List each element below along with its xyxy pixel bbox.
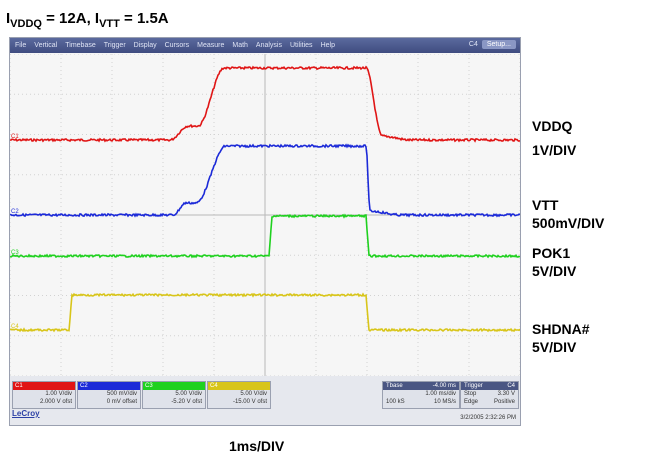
menu-display[interactable]: Display xyxy=(133,42,157,49)
setup-button[interactable]: Setup... xyxy=(481,40,516,49)
menu-bar: File Vertical Timebase Trigger Display C… xyxy=(10,38,520,53)
timebase-value: -4.00 ms xyxy=(432,383,456,389)
timebase-scale: 1.00 ms/div xyxy=(425,391,456,397)
channel-box-c4[interactable]: C4 5.00 V/div -15.00 V ofst xyxy=(207,381,271,409)
channel-tag: C3 xyxy=(143,382,205,390)
channel-box-c2[interactable]: C2 500 mV/div 0 mV offset xyxy=(77,381,141,409)
trigger-row: Edge Positive xyxy=(461,398,518,406)
channel-box-c1[interactable]: C1 1.00 V/div 2.000 V ofst xyxy=(12,381,76,409)
timebase-samples: 100 kS xyxy=(386,399,405,405)
channel-scale: 1.00 V/div xyxy=(45,391,72,397)
heading-text-3: = 1.5A xyxy=(119,10,169,27)
channel-tag: C2 xyxy=(78,382,140,390)
vddq-name: VDDQ xyxy=(532,118,573,134)
shdna-scale: 5V/DIV xyxy=(532,339,577,355)
trigger-type: Edge xyxy=(464,399,479,405)
channel-tag: C4 xyxy=(208,382,270,390)
pok1-label: POK1 5V/DIV xyxy=(532,244,576,280)
trace-marker-c2: C2 xyxy=(11,209,19,215)
timebase-row: 100 kS 10 MS/s xyxy=(383,398,459,406)
trigger-mode: Stop xyxy=(464,391,477,397)
heading-sub-vddq: VDDQ xyxy=(10,18,42,30)
vtt-name: VTT xyxy=(532,197,559,213)
shdna-name: SHDNA# xyxy=(532,321,590,337)
vtt-label: VTT 500mV/DIV xyxy=(532,196,604,232)
pok1-name: POK1 xyxy=(532,245,571,261)
menu-help[interactable]: Help xyxy=(320,42,335,49)
menu-trigger[interactable]: Trigger xyxy=(103,42,126,49)
vddq-label: VDDQ 1V/DIV xyxy=(532,117,576,159)
time-scale-label: 1ms/DIV xyxy=(229,438,285,454)
menu-math[interactable]: Math xyxy=(232,42,248,49)
menu-measure[interactable]: Measure xyxy=(197,42,225,49)
menu-analysis[interactable]: Analysis xyxy=(255,42,282,49)
vddq-scale: 1V/DIV xyxy=(532,142,577,158)
trigger-label: Trigger xyxy=(464,383,483,389)
trace-marker-c4: C4 xyxy=(11,324,19,330)
trigger-channel: C4 xyxy=(507,383,515,389)
channel-offset: -15.00 V ofst xyxy=(232,399,267,405)
trigger-level: 3.30 V xyxy=(497,391,515,397)
trigger-row: Stop 3.30 V xyxy=(461,390,518,398)
channel-indicator: C4 xyxy=(468,41,478,48)
menu-timebase[interactable]: Timebase xyxy=(65,42,96,49)
shdna-label: SHDNA# 5V/DIV xyxy=(532,320,590,356)
vddq-trace xyxy=(10,65,520,143)
figure-heading: IVDDQ = 12A, IVTT = 1.5A xyxy=(6,10,169,30)
oscilloscope-window: File Vertical Timebase Trigger Display C… xyxy=(9,37,521,426)
timestamp: 3/2/2005 2:32:26 PM xyxy=(460,415,516,421)
channel-tag: C1 xyxy=(13,382,75,390)
trigger-header: Trigger C4 xyxy=(461,382,518,390)
heading-text-2: = 12A, I xyxy=(41,10,100,27)
menu-utilities[interactable]: Utilities xyxy=(290,42,313,49)
timebase-header: Tbase -4.00 ms xyxy=(383,382,459,390)
channel-offset: 2.000 V ofst xyxy=(39,399,72,405)
lecroy-logo[interactable]: LeCroy xyxy=(12,409,40,418)
pok1-trace xyxy=(10,213,520,259)
heading-sub-vtt: VTT xyxy=(99,18,120,30)
channel-scale: 5.00 V/div xyxy=(175,391,202,397)
channel-box-c3[interactable]: C3 5.00 V/div -5.20 V ofst xyxy=(142,381,206,409)
channel-offset: 0 mV offset xyxy=(106,399,137,405)
channel-scale: 5.00 V/div xyxy=(240,391,267,397)
vtt-scale: 500mV/DIV xyxy=(532,215,605,231)
channel-scale: 500 mV/div xyxy=(106,391,137,397)
vtt-trace xyxy=(10,143,520,218)
timebase-box[interactable]: Tbase -4.00 ms 1.00 ms/div 100 kS 10 MS/… xyxy=(382,381,460,409)
menu-cursors[interactable]: Cursors xyxy=(164,42,190,49)
heading-text: I xyxy=(6,10,11,27)
timebase-rate: 10 MS/s xyxy=(433,399,456,405)
menu-vertical[interactable]: Vertical xyxy=(34,42,58,49)
waveform-display: C1 C2 C3 C4 xyxy=(10,54,520,376)
pok1-scale: 5V/DIV xyxy=(532,263,577,279)
timebase-label: Tbase xyxy=(386,383,403,389)
shdna-trace xyxy=(10,292,520,333)
trigger-slope: Positive xyxy=(493,399,515,405)
trace-marker-c1: C1 xyxy=(11,134,19,140)
trace-marker-c3: C3 xyxy=(11,250,19,256)
trigger-box[interactable]: Trigger C4 Stop 3.30 V Edge Positive xyxy=(460,381,519,409)
channel-offset: -5.20 V ofst xyxy=(171,399,202,405)
menu-file[interactable]: File xyxy=(15,42,27,49)
timebase-row: 1.00 ms/div xyxy=(383,390,459,398)
status-bar: C1 1.00 V/div 2.000 V ofst C2 500 mV/div… xyxy=(10,376,520,425)
